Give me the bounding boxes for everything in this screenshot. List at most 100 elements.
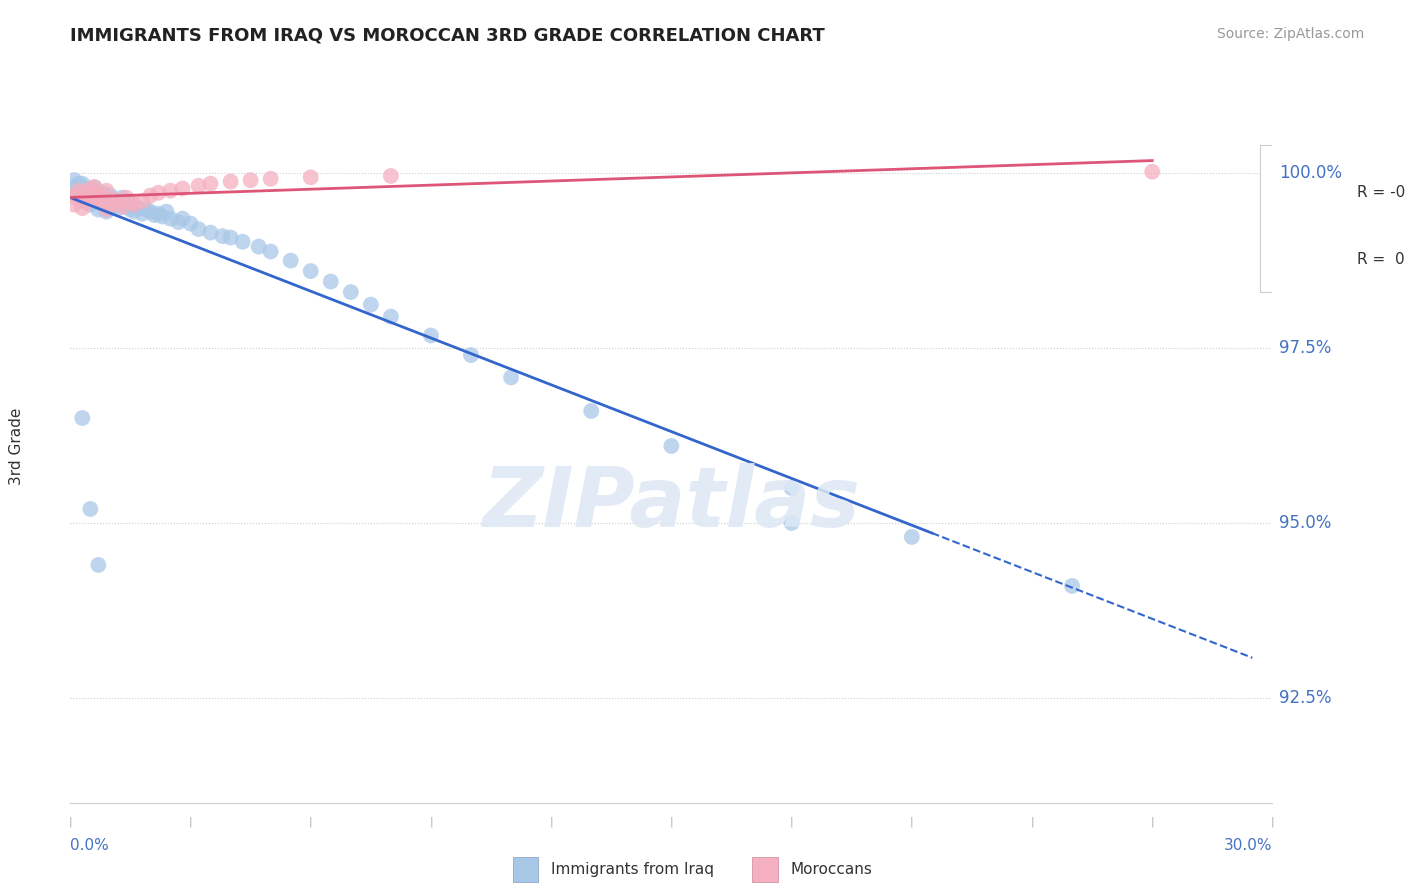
- Point: [131, 207, 153, 221]
- Point: [172, 181, 194, 195]
- Point: [96, 204, 118, 219]
- Point: [124, 197, 146, 211]
- Point: [1062, 579, 1084, 593]
- Point: [75, 195, 97, 210]
- Point: [260, 244, 283, 259]
- Text: |: |: [669, 816, 673, 827]
- Text: |: |: [69, 816, 72, 827]
- Point: [103, 193, 125, 207]
- Point: [239, 173, 262, 187]
- Point: [67, 184, 90, 198]
- Text: |: |: [309, 816, 312, 827]
- Point: [96, 200, 118, 214]
- Point: [299, 170, 322, 185]
- Point: [280, 253, 302, 268]
- Text: Source: ZipAtlas.com: Source: ZipAtlas.com: [1216, 27, 1364, 41]
- Point: [87, 193, 110, 207]
- Point: [87, 195, 110, 210]
- Point: [501, 370, 523, 384]
- Text: Immigrants from Iraq: Immigrants from Iraq: [551, 863, 714, 877]
- Text: Moroccans: Moroccans: [790, 863, 872, 877]
- Point: [115, 200, 138, 214]
- Point: [187, 222, 209, 236]
- Point: [340, 285, 363, 299]
- Point: [380, 169, 402, 183]
- Point: [111, 200, 134, 214]
- Point: [107, 201, 129, 215]
- Text: |: |: [910, 816, 914, 827]
- Point: [79, 193, 101, 207]
- Point: [148, 207, 170, 221]
- Point: [79, 502, 101, 516]
- Point: [67, 184, 90, 198]
- Point: [98, 188, 122, 202]
- Point: [91, 191, 114, 205]
- Text: 95.0%: 95.0%: [1279, 514, 1331, 532]
- Text: 92.5%: 92.5%: [1279, 689, 1331, 706]
- Point: [420, 328, 443, 343]
- Point: [83, 180, 105, 194]
- Point: [72, 201, 94, 215]
- Point: [148, 186, 170, 200]
- Text: 3rd Grade: 3rd Grade: [10, 408, 24, 484]
- Point: [96, 194, 118, 208]
- Point: [79, 187, 101, 202]
- Point: [180, 217, 202, 231]
- Point: [63, 197, 86, 211]
- Text: |: |: [188, 816, 193, 827]
- Point: [75, 185, 97, 199]
- Point: [139, 204, 162, 219]
- Point: [79, 188, 101, 202]
- Point: [75, 188, 97, 202]
- Point: [63, 180, 86, 194]
- Point: [211, 229, 233, 244]
- Text: ZIPatlas: ZIPatlas: [482, 463, 860, 543]
- Point: [260, 171, 283, 186]
- Point: [98, 195, 122, 210]
- Point: [67, 177, 90, 191]
- Point: [155, 204, 177, 219]
- Point: [115, 194, 138, 208]
- Point: [143, 208, 166, 222]
- Point: [200, 177, 222, 191]
- Point: [79, 184, 101, 198]
- Point: [127, 201, 149, 215]
- Point: [120, 195, 142, 210]
- Text: R =  0.547   N = 39: R = 0.547 N = 39: [1357, 252, 1406, 268]
- Point: [167, 215, 190, 229]
- Point: [96, 184, 118, 198]
- Text: 0.0%: 0.0%: [70, 838, 110, 854]
- Point: [87, 194, 110, 208]
- Point: [87, 202, 110, 217]
- Text: 30.0%: 30.0%: [1225, 838, 1272, 854]
- Text: |: |: [1271, 816, 1274, 827]
- Point: [124, 204, 146, 219]
- Point: [91, 195, 114, 210]
- Point: [75, 184, 97, 198]
- Point: [172, 211, 194, 226]
- Point: [159, 184, 181, 198]
- Point: [72, 186, 94, 200]
- Point: [67, 187, 90, 202]
- Point: [87, 186, 110, 200]
- Point: [87, 558, 110, 572]
- Point: [72, 411, 94, 425]
- Point: [72, 180, 94, 194]
- Point: [75, 194, 97, 208]
- Point: [661, 439, 683, 453]
- Point: [152, 210, 174, 224]
- FancyBboxPatch shape: [1260, 145, 1406, 292]
- Point: [75, 191, 97, 205]
- Point: [98, 201, 122, 215]
- Point: [72, 181, 94, 195]
- Point: [63, 188, 86, 202]
- Point: [299, 264, 322, 278]
- Point: [219, 175, 242, 189]
- Point: [380, 310, 402, 324]
- Text: |: |: [790, 816, 793, 827]
- Text: 97.5%: 97.5%: [1279, 339, 1331, 357]
- Point: [115, 191, 138, 205]
- Point: [79, 187, 101, 202]
- Point: [120, 202, 142, 217]
- Point: [67, 193, 90, 207]
